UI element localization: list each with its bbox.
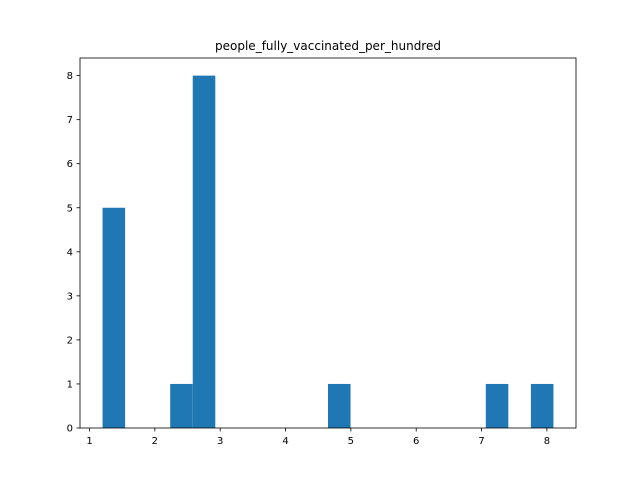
y-tick-label: 5 (67, 203, 73, 214)
x-tick-label: 8 (544, 436, 550, 447)
x-tick-label: 1 (86, 436, 92, 447)
y-tick-label: 8 (67, 71, 73, 82)
x-axis-ticks: 1 2 3 4 5 6 7 8 (86, 428, 550, 447)
histogram-bar-3 (170, 383, 193, 428)
histogram-bar-0 (102, 207, 126, 428)
y-tick-label: 4 (67, 247, 73, 258)
y-tick-label: 1 (67, 379, 73, 390)
y-tick-label: 6 (67, 159, 73, 170)
chart-title: people_fully_vaccinated_per_hundred (215, 39, 441, 53)
x-tick-label: 2 (152, 436, 158, 447)
x-tick-label: 7 (478, 436, 484, 447)
y-axis-ticks: 0 1 2 3 4 5 6 7 8 (67, 71, 80, 435)
y-tick-label: 2 (67, 335, 73, 346)
plot-frame (79, 57, 577, 429)
y-tick-label: 7 (67, 115, 73, 126)
histogram-bar-10 (328, 383, 351, 428)
bars-group (102, 75, 554, 428)
y-tick-label: 0 (67, 424, 73, 435)
histogram-bar-4 (192, 75, 216, 428)
x-tick-label: 4 (282, 436, 288, 447)
y-tick-label: 3 (67, 291, 73, 302)
x-tick-label: 3 (217, 436, 223, 447)
x-tick-label: 6 (413, 436, 419, 447)
histogram-bar-19 (530, 383, 554, 428)
histogram-bar-17 (485, 383, 509, 428)
x-tick-label: 5 (348, 436, 354, 447)
